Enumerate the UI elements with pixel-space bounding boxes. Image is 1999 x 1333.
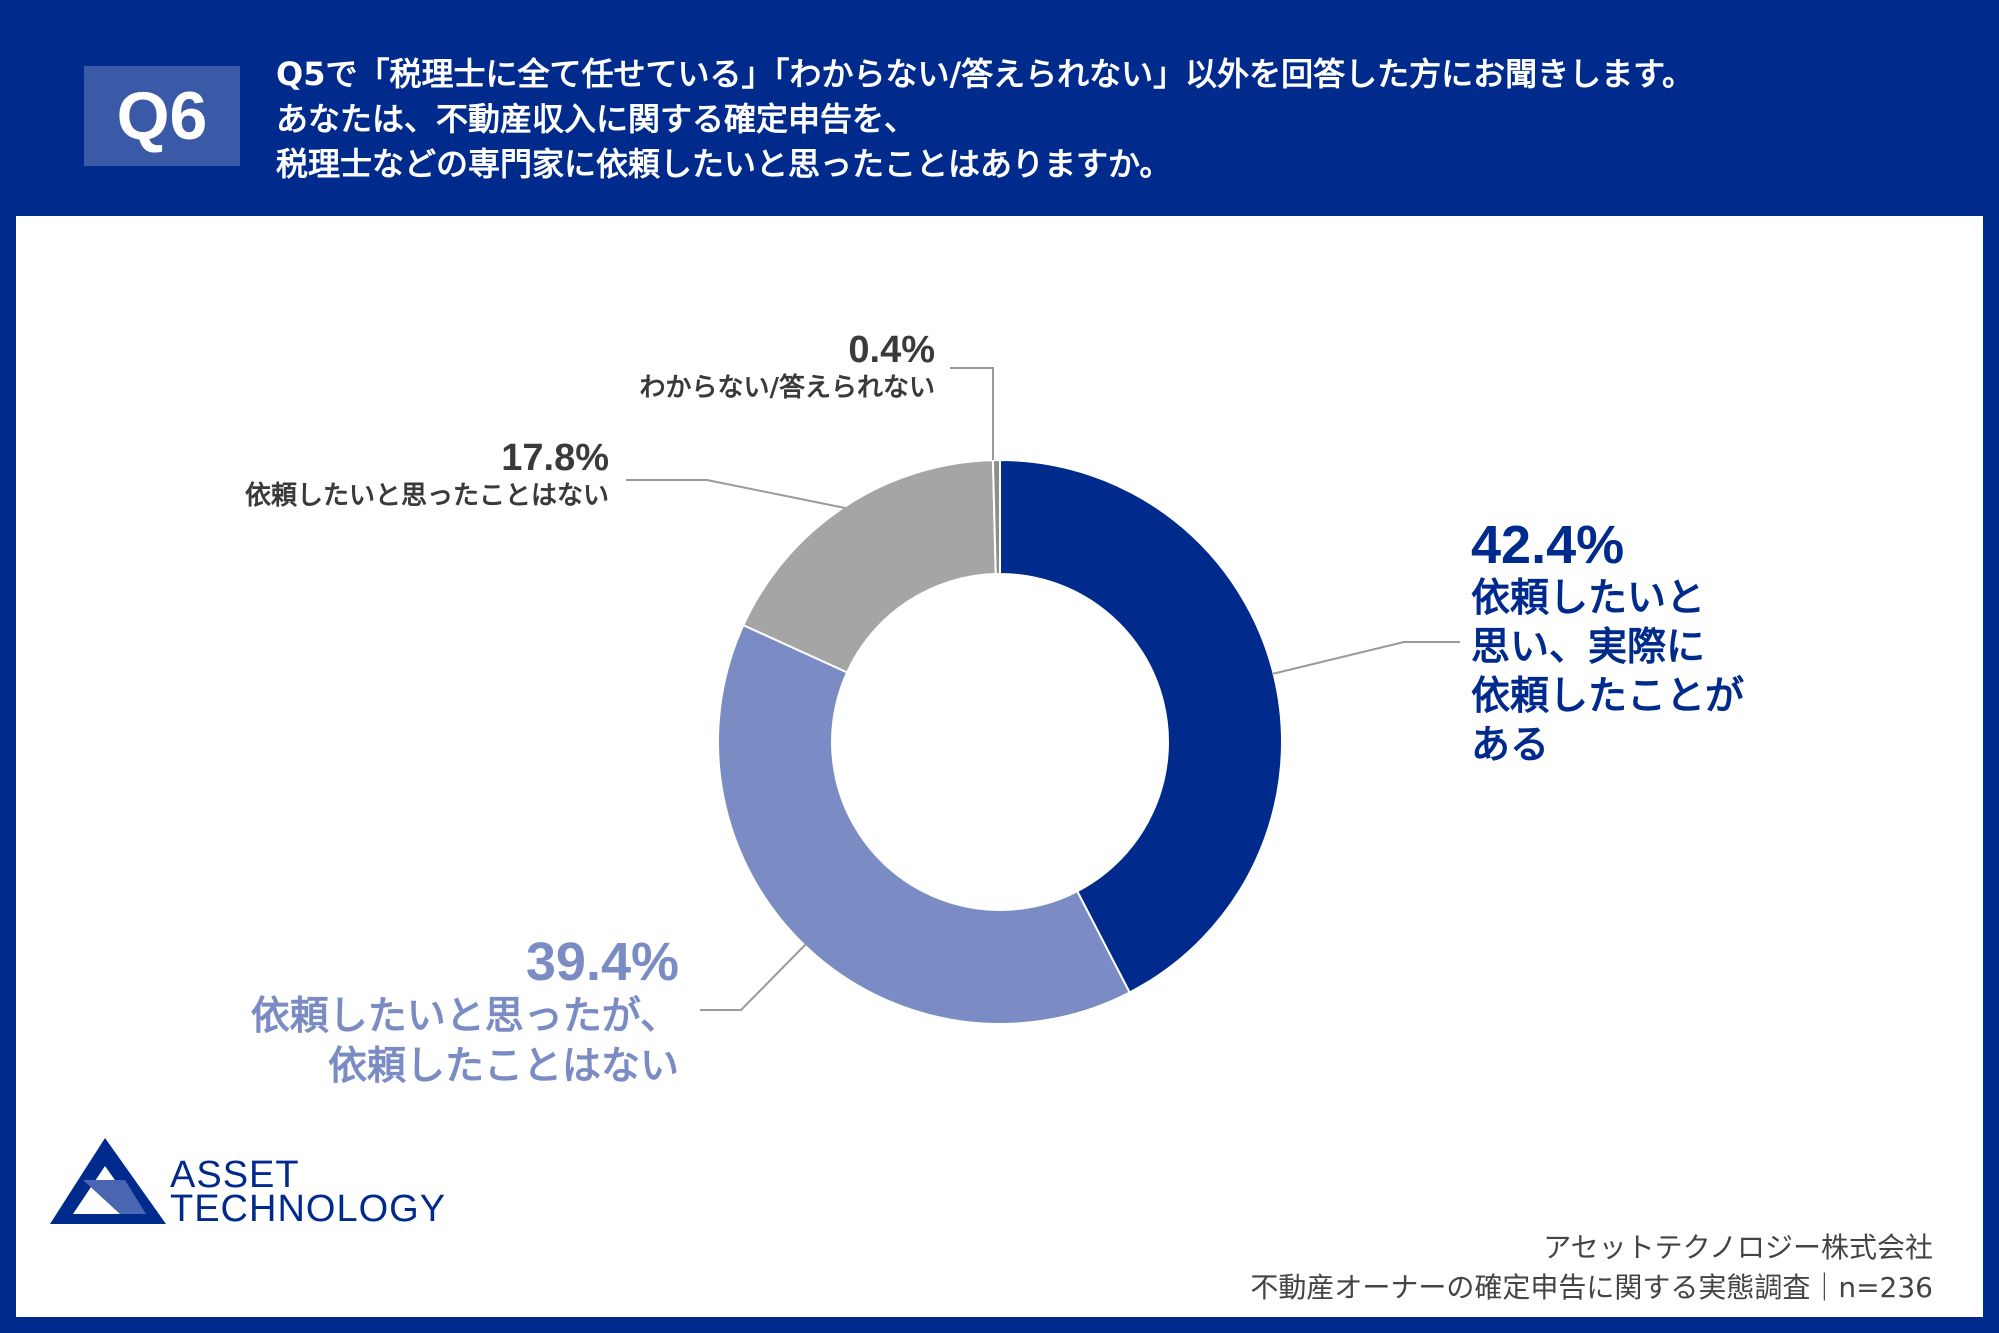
header-band: Q6 Q5で「税理士に全て任せている」「わからない/答えられない」以外を回答した… bbox=[0, 0, 1999, 212]
slice-label-0: 42.4% 依頼したいと 思い、実際に 依頼したことが ある bbox=[1471, 516, 1744, 770]
slice-text-2: 依頼したいと思ったことはない bbox=[244, 481, 609, 511]
slice-text-0-line-4: ある bbox=[1471, 723, 1550, 768]
leader-line-slice-0 bbox=[1271, 641, 1460, 675]
chart-panel bbox=[16, 216, 1983, 1317]
slice-value-0: 42.4% bbox=[1471, 515, 1625, 575]
footer-company: アセットテクノロジー株式会社 bbox=[1543, 1231, 1933, 1264]
donut-slices bbox=[717, 458, 1283, 1025]
slice-text-1-line-2: 依頼したことはない bbox=[327, 1044, 679, 1089]
logo-line-2: TECHNOLOGY bbox=[170, 1188, 447, 1230]
slice-text-0-line-3: 依頼したことが bbox=[1471, 674, 1745, 719]
slice-label-3: 0.4% わからない/答えられない bbox=[640, 328, 936, 404]
slice-value-1: 39.4% bbox=[525, 932, 679, 992]
question-line-3: 税理士などの専門家に依頼したいと思ったことはありますか。 bbox=[276, 145, 1172, 183]
logo-line-1: ASSET bbox=[170, 1154, 300, 1196]
slice-text-0: 依頼したいと 思い、実際に 依頼したことが ある bbox=[1471, 574, 1744, 770]
leader-lines bbox=[626, 367, 1460, 1011]
leader-line-slice-3 bbox=[950, 367, 994, 460]
slice-label-1: 39.4% 依頼したいと思ったが、 依頼したことはない bbox=[251, 932, 679, 1092]
donut-slice-2 bbox=[742, 459, 997, 674]
question-line-1: Q5で「税理士に全て任せている」「わからない/答えられない」以外を回答した方にお… bbox=[276, 55, 1694, 93]
donut-slice-3 bbox=[991, 458, 1001, 576]
donut-slice-0 bbox=[999, 458, 1283, 994]
footer-survey: 不動産オーナーの確定申告に関する実態調査｜n=236 bbox=[1250, 1271, 1933, 1304]
slice-text-1: 依頼したいと思ったが、 依頼したことはない bbox=[251, 992, 679, 1092]
slice-text-0-line-1: 依頼したいと bbox=[1471, 576, 1706, 621]
question-badge: Q6 bbox=[84, 66, 240, 166]
leader-line-slice-1 bbox=[700, 943, 807, 1011]
donut-slice-1 bbox=[717, 623, 1131, 1025]
logo-wordmark: ASSET TECHNOLOGY bbox=[170, 1154, 447, 1230]
question-text: Q5で「税理士に全て任せている」「わからない/答えられない」以外を回答した方にお… bbox=[276, 52, 1976, 187]
slice-text-3: わからない/答えられない bbox=[639, 373, 936, 403]
slice-text-1-line-1: 依頼したいと思ったが、 bbox=[250, 994, 679, 1039]
logo-mark bbox=[50, 1138, 166, 1224]
leader-line-slice-2 bbox=[626, 479, 846, 509]
logo-triangle-accent bbox=[83, 1180, 146, 1214]
question-line-2: あなたは、不動産収入に関する確定申告を、 bbox=[276, 100, 917, 138]
slice-value-2: 17.8% bbox=[501, 437, 609, 479]
slice-label-2: 17.8% 依頼したいと思ったことはない bbox=[245, 436, 609, 512]
slice-text-0-line-2: 思い、実際に bbox=[1471, 625, 1706, 670]
slice-value-3: 0.4% bbox=[848, 329, 935, 371]
